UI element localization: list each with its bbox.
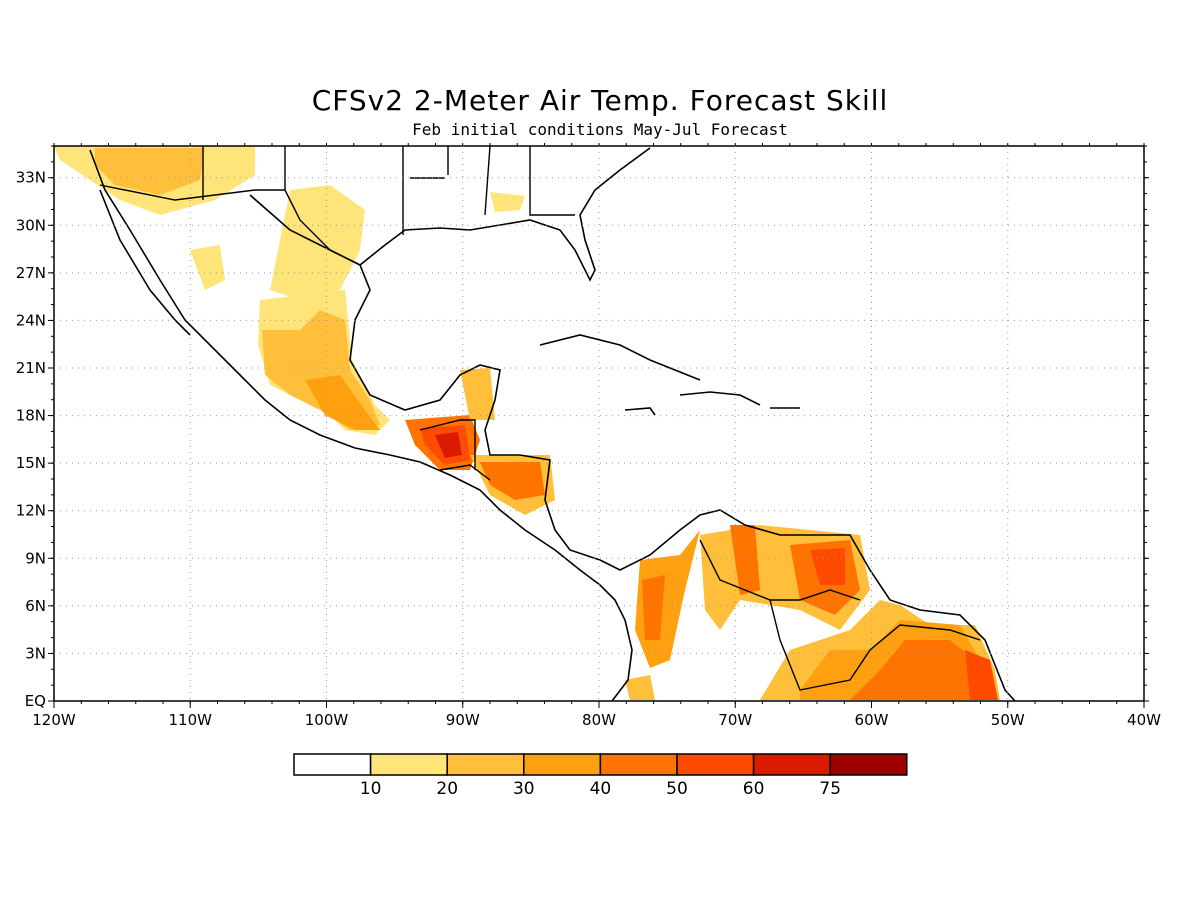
skill-region-honduras-core (480, 462, 545, 500)
border-us-mexico (99, 184, 361, 266)
y-tick-label: 15N (16, 454, 46, 472)
colorbar-swatch (446, 753, 525, 776)
border-guatemala (419, 419, 491, 481)
map-subtitle: Feb initial conditions May-Jul Forecast (412, 120, 788, 139)
border-venezuela-colombia (699, 539, 861, 601)
x-tick-label: 110W (169, 711, 213, 729)
colorbar-label: 10 (360, 779, 382, 799)
colorbar-label: 50 (666, 779, 688, 799)
x-tick-label: 80W (582, 711, 616, 729)
skill-region-sonora (190, 245, 225, 290)
skill-region-amapa (965, 650, 998, 700)
y-tick-label: 9N (25, 549, 46, 567)
y-tick-label: 24N (16, 311, 46, 329)
coastlines (89, 147, 1016, 701)
x-tick-label: 120W (32, 711, 76, 729)
colorbar-label: 20 (436, 779, 458, 799)
colorbar-label: 60 (743, 779, 765, 799)
border-state-lines (202, 146, 575, 235)
skill-region-texas (270, 185, 365, 300)
plot-frame (53, 145, 1145, 702)
colorbar-swatch (523, 753, 602, 776)
y-tick-label: 21N (16, 359, 46, 377)
y-tick-label: 18N (16, 407, 46, 425)
skill-region-brazil-core (850, 640, 990, 700)
map-title: CFSv2 2-Meter Air Temp. Forecast Skill (311, 84, 889, 117)
skill-region-yucatan (460, 368, 495, 420)
y-tick-label: 27N (16, 264, 46, 282)
coast-us-gulf (359, 147, 651, 282)
skill-region-venezuela-core (730, 525, 760, 595)
axis-ticks (48, 143, 1149, 708)
latitude-labels: EQ 3N 6N 9N 12N 15N 18N 21N 24N 27N 30N 33N (16, 169, 46, 710)
y-tick-label: 6N (25, 597, 46, 615)
skill-region-guatemala-inner (435, 432, 462, 458)
coast-pacific-mexico (89, 149, 633, 701)
border-guianas (769, 599, 981, 691)
y-tick-label: 30N (16, 216, 46, 234)
skill-region-colombia-core (642, 575, 665, 640)
skill-region-louisiana (490, 192, 525, 212)
x-tick-label: 60W (855, 711, 889, 729)
coast-hispaniola (679, 391, 761, 406)
colorbar-swatch (752, 753, 831, 776)
coast-jamaica (624, 407, 656, 416)
x-tick-label: 100W (305, 711, 349, 729)
x-tick-label: 50W (991, 711, 1025, 729)
x-tick-label: 90W (446, 711, 480, 729)
y-tick-label: 3N (25, 644, 46, 662)
skill-region-eastern-mexico-inner (305, 375, 380, 430)
skill-region-colombia-south (625, 675, 655, 700)
skill-region-northwest-core (95, 148, 205, 195)
y-tick-label: 33N (16, 169, 46, 187)
x-tick-label: 40W (1127, 711, 1161, 729)
longitude-labels: 120W 110W 100W 90W 80W 70W 60W 50W 40W (32, 711, 1161, 729)
colorbar-swatch (599, 753, 678, 776)
colorbar-label: 75 (819, 779, 841, 799)
gridlines (54, 146, 1144, 701)
skill-region-venezuela-inner (810, 548, 845, 585)
y-tick-label: EQ (25, 692, 46, 710)
borders (99, 146, 981, 691)
colorbar-swatch (369, 753, 448, 776)
coast-south-america (599, 509, 1016, 701)
x-tick-label: 70W (718, 711, 752, 729)
colorbar-swatch (676, 753, 755, 776)
colorbar-swatch (829, 753, 908, 776)
colorbar: 10 20 30 40 50 60 75 (293, 753, 908, 799)
colorbar-label: 30 (513, 779, 535, 799)
coast-gulf-mexico (249, 194, 601, 561)
coast-baja (99, 189, 191, 336)
coast-cuba (539, 334, 701, 381)
skill-shading (54, 146, 1000, 700)
colorbar-label: 40 (590, 779, 612, 799)
colorbar-swatch (293, 753, 372, 776)
y-tick-label: 12N (16, 502, 46, 520)
